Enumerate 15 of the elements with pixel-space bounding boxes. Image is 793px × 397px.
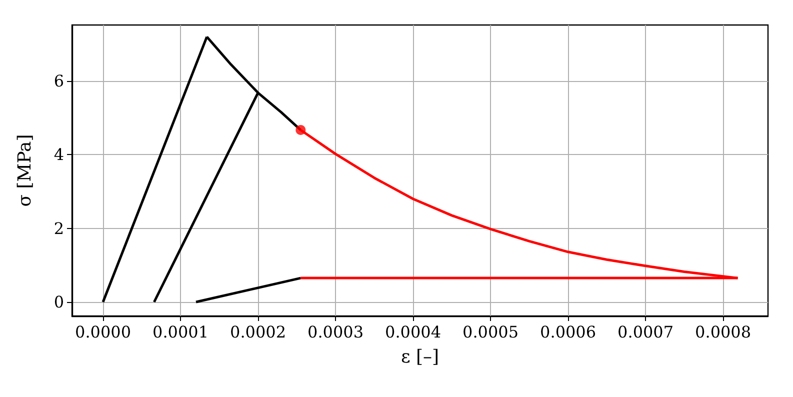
- x-axis-title: ε [–]: [400, 346, 440, 368]
- y-axis-title: σ [MPa]: [14, 134, 36, 207]
- x-tick-label: 0.0000: [75, 322, 131, 342]
- y-tick-label: 2: [54, 218, 64, 238]
- y-tick-label: 0: [54, 292, 64, 312]
- x-tick-label: 0.0007: [618, 322, 674, 342]
- y-tick-label: 4: [54, 145, 64, 164]
- x-tick-label: 0.0003: [308, 322, 364, 342]
- x-tick-label: 0.0006: [540, 322, 596, 342]
- x-tick-label: 0.0004: [385, 322, 442, 342]
- y-tick-label: 6: [54, 71, 64, 90]
- x-tick-label: 0.0002: [230, 322, 286, 342]
- x-tick-label: 0.0008: [695, 322, 752, 342]
- x-tick-label: 0.0005: [462, 322, 519, 342]
- x-tick-label: 0.0001: [152, 322, 208, 342]
